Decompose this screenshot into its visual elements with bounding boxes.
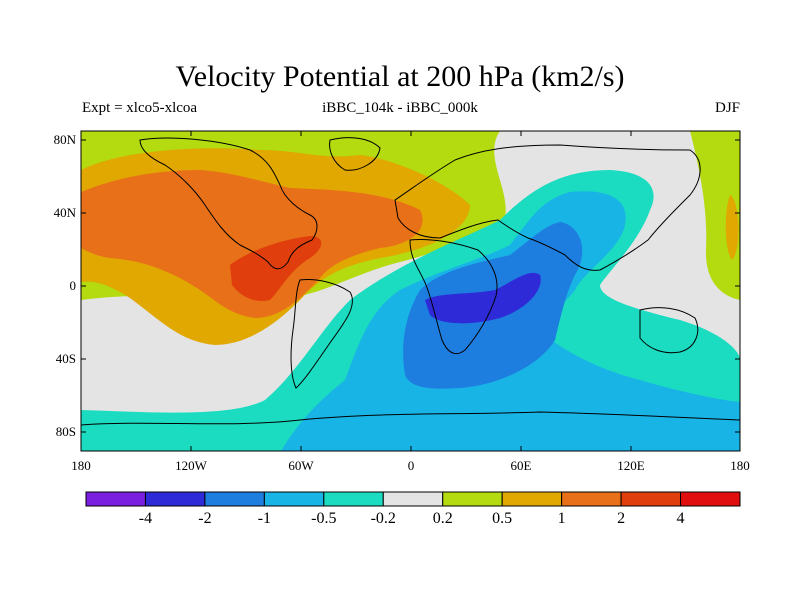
lat-label: 80S [55,424,76,439]
greenland-coast [329,137,381,171]
lat-label: 0 [69,278,77,293]
lon-label: 120W [175,458,207,473]
map-title: Velocity Potential at 200 hPa (km2/s) [175,60,625,93]
coastlines [81,137,740,426]
band-low-positive-east [690,131,740,300]
colorbar-label: -0.5 [311,510,337,527]
colorbar-swatch [680,491,741,507]
colorbar-swatch [85,491,146,507]
lat-label: 40N [53,205,76,220]
colorbar-swatch [323,491,384,507]
band-1-2 [81,170,423,318]
lon-label: 60W [288,458,314,473]
colorbar-label: 0.5 [492,510,513,527]
colorbar-label: 4 [676,510,685,527]
band-east-edge [725,195,739,260]
difference-label: iBBC_104k - iBBC_000k [322,100,478,116]
colorbar-label: 2 [617,510,626,527]
colorbar-swatch [263,491,325,507]
lat-label: 80N [53,132,76,147]
colorbar-label: -0.2 [370,510,396,527]
colorbar-swatch [561,491,622,507]
eurasia-coast [394,144,701,271]
colorbar-swatch [382,491,444,507]
colorbar-label: 0.2 [432,510,453,527]
colorbar-swatch [144,491,206,507]
lon-label: 0 [407,458,415,473]
lon-label: 60E [510,458,532,473]
australia-coast [639,307,699,354]
colorbar-swatch [501,491,563,507]
colorbar-label: -2 [198,510,212,527]
colorbar-swatch [204,491,265,507]
colorbar [85,491,741,507]
band-neg-2 [425,272,541,324]
lon-label: 180 [71,458,91,473]
axis-ticks [80,131,741,451]
antarctica-coast [81,411,740,426]
south-america-coast [290,279,353,389]
contour-field [81,131,740,451]
colorbar-label: -4 [138,510,153,527]
experiment-label: Expt = xlco5-xlcoa [82,100,198,116]
north-america-coast [139,137,318,270]
season-label: DJF [714,100,740,116]
lat-label: 40S [55,351,76,366]
africa-coast [409,239,498,355]
colorbar-label: 1 [557,510,566,527]
colorbar-label: -1 [257,510,272,527]
colorbar-swatch [620,491,682,507]
colorbar-swatch [442,491,503,507]
lon-label: 120E [617,458,645,473]
lon-label: 180 [730,458,750,473]
